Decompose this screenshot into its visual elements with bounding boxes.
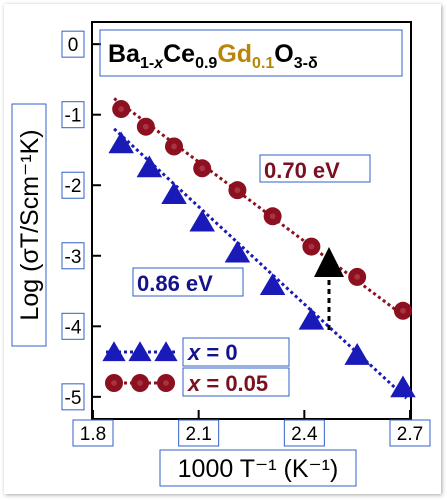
y-axis-label: Log (σT/Scm⁻¹K) <box>16 129 44 320</box>
legend-label-box-2 <box>182 367 290 397</box>
fit-line-circles <box>113 97 408 320</box>
annotation-box-triangles <box>132 267 244 297</box>
data-point-triangle <box>224 240 251 263</box>
legend-marker-circle-highlight <box>163 380 169 386</box>
y-tick-label-box <box>61 30 85 58</box>
legend-marker-triangle <box>154 341 178 362</box>
y-tick-label-box <box>61 171 85 199</box>
title-gd-sub: 0.1 <box>252 55 274 72</box>
title-o-sub: 3-δ <box>294 55 318 72</box>
legend-label-circles: x = 0.05 <box>187 371 268 396</box>
legend-marker-circle-highlight <box>137 380 143 386</box>
legend-marker-triangle <box>128 341 152 362</box>
data-point-triangle <box>344 343 370 365</box>
y-tick-label: 0 <box>68 35 79 56</box>
plot-frame <box>91 21 412 420</box>
data-point-triangle <box>189 209 215 232</box>
y-tick-label-box <box>61 312 85 340</box>
title-ba-sub-x: x <box>153 55 164 72</box>
y-tick-label: -3 <box>65 247 82 268</box>
data-point-triangle <box>259 273 286 296</box>
y-tick-label-box <box>61 242 85 270</box>
title-box <box>99 29 403 77</box>
legend-value-triangles: = 0 <box>200 340 237 365</box>
x-tick-label-box <box>283 419 325 447</box>
title-gd: Gd <box>217 40 252 68</box>
data-point-triangle <box>136 155 163 178</box>
legend-var-circles: x <box>187 371 201 396</box>
title-ba: Ba <box>108 40 141 68</box>
data-point-circle-highlight <box>234 187 241 194</box>
y-tick-label: -5 <box>65 388 82 409</box>
data-point-circle-highlight <box>199 165 206 172</box>
legend-marker-circle-highlight <box>111 380 117 386</box>
y-tick-label-box <box>61 383 85 411</box>
data-point-circle-highlight <box>118 106 125 112</box>
legend-markers <box>102 341 178 392</box>
x-tick-label: 2.7 <box>397 424 423 445</box>
x-tick-label: 2.1 <box>185 424 211 445</box>
legend-var-triangles: x <box>187 340 201 365</box>
data-point-triangle <box>298 307 325 330</box>
y-tick-label: -1 <box>65 106 82 127</box>
chart-title: Ba1-xCe0.9Gd0.1O3-δ <box>108 40 318 72</box>
y-tick-label-box <box>61 101 85 129</box>
activation-energy-circles: 0.70 eV <box>264 158 340 183</box>
x-tick-label-box <box>72 419 114 447</box>
data-markers <box>108 100 416 398</box>
data-point-circle-highlight <box>308 243 315 250</box>
title-ce: Ce <box>163 40 195 68</box>
y-tick-label: -4 <box>65 317 82 338</box>
data-point-triangle <box>390 375 416 398</box>
data-point-circle-highlight <box>400 307 406 314</box>
title-ce-sub: 0.9 <box>195 55 217 72</box>
x-axis-label: 1000 T⁻¹ (K⁻¹) <box>178 455 339 483</box>
figure-background <box>4 4 441 494</box>
legend-marker-triangle <box>102 341 126 362</box>
data-point-circle-highlight <box>269 213 276 220</box>
title-o: O <box>274 40 293 68</box>
legend-value-circles: = 0.05 <box>200 371 268 396</box>
x-tick-label: 2.4 <box>291 424 318 445</box>
legend-label-triangles: x = 0 <box>187 340 238 365</box>
annotation-box-circles <box>259 154 371 183</box>
data-point-circle-highlight <box>142 123 149 130</box>
x-axis-ticks: 1.8 2.1 2.4 2.7 <box>72 410 431 447</box>
x-tick-label-box <box>389 419 431 447</box>
data-point-triangle <box>108 131 134 154</box>
activation-energy-triangles: 0.86 eV <box>137 271 213 296</box>
title-ba-sub: 1- <box>140 55 154 72</box>
data-point-triangle <box>161 182 187 205</box>
data-point-circle-highlight <box>171 143 177 150</box>
x-tick-label: 1.8 <box>80 424 106 445</box>
y-tick-label: -2 <box>65 176 82 197</box>
legend-label-box-1 <box>182 337 290 367</box>
x-axis-label-box <box>159 449 357 487</box>
y-axis-label-box <box>11 103 47 347</box>
data-point-circle-highlight <box>354 274 361 280</box>
legend: x = 0 x = 0.05 <box>102 337 290 397</box>
x-tick-label-box <box>178 419 220 447</box>
y-axis-ticks: 0 -1 -2 -3 -4 -5 <box>61 30 101 411</box>
